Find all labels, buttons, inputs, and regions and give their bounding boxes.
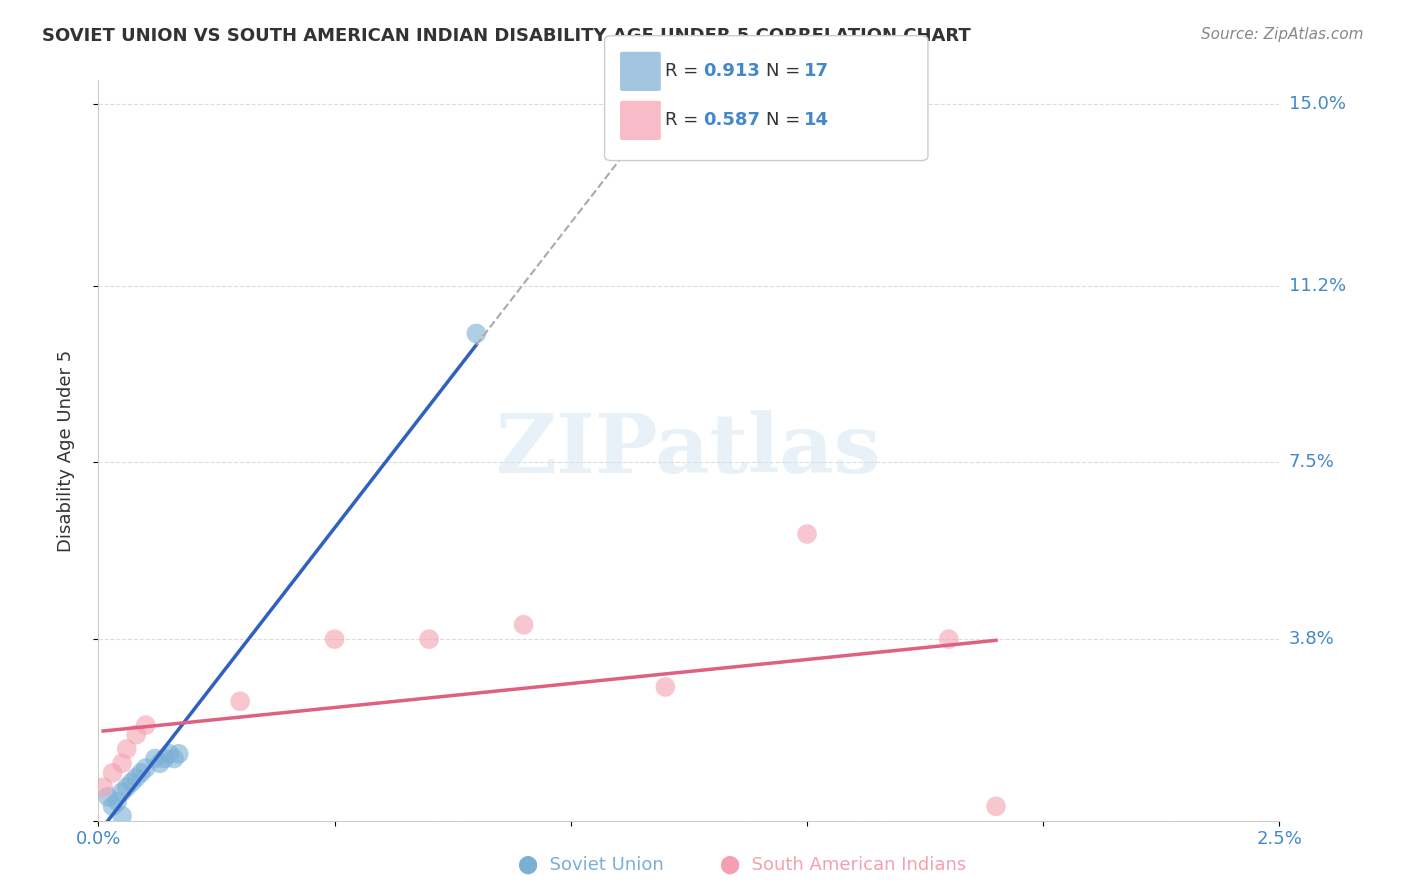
Text: 0.913: 0.913 — [703, 62, 759, 80]
Point — [121, 775, 143, 789]
Point — [111, 785, 134, 799]
Point — [167, 747, 190, 761]
Point — [418, 632, 440, 647]
Point — [125, 728, 148, 742]
Text: 14: 14 — [804, 112, 830, 129]
Text: R =: R = — [665, 62, 699, 80]
Text: ⬤  South American Indians: ⬤ South American Indians — [720, 856, 967, 874]
Point — [129, 765, 152, 780]
Point — [125, 771, 148, 785]
Point — [153, 751, 176, 765]
Text: 11.2%: 11.2% — [1289, 277, 1346, 294]
Point — [91, 780, 114, 795]
Point — [135, 718, 157, 732]
Point — [157, 747, 180, 761]
Text: ⬤  Soviet Union: ⬤ Soviet Union — [517, 856, 664, 874]
Point — [654, 680, 676, 694]
Text: Source: ZipAtlas.com: Source: ZipAtlas.com — [1201, 27, 1364, 42]
Text: N =: N = — [766, 62, 800, 80]
Text: 0.587: 0.587 — [703, 112, 761, 129]
Point — [984, 799, 1007, 814]
Point — [938, 632, 960, 647]
Point — [323, 632, 346, 647]
Point — [149, 756, 172, 771]
Point — [105, 795, 128, 809]
Text: 17: 17 — [804, 62, 830, 80]
Point — [229, 694, 252, 708]
Point — [512, 617, 534, 632]
Point — [465, 326, 488, 341]
Text: N =: N = — [766, 112, 800, 129]
Text: R =: R = — [665, 112, 699, 129]
Point — [101, 765, 124, 780]
Text: 3.8%: 3.8% — [1289, 630, 1334, 648]
Text: 7.5%: 7.5% — [1289, 453, 1334, 471]
Text: SOVIET UNION VS SOUTH AMERICAN INDIAN DISABILITY AGE UNDER 5 CORRELATION CHART: SOVIET UNION VS SOUTH AMERICAN INDIAN DI… — [42, 27, 972, 45]
Point — [143, 751, 166, 765]
Point — [97, 789, 120, 804]
Point — [111, 809, 134, 823]
Point — [115, 742, 138, 756]
Point — [115, 780, 138, 795]
Point — [796, 527, 818, 541]
Text: ZIPatlas: ZIPatlas — [496, 410, 882, 491]
Point — [111, 756, 134, 771]
Point — [101, 799, 124, 814]
Y-axis label: Disability Age Under 5: Disability Age Under 5 — [56, 350, 75, 551]
Point — [135, 761, 157, 775]
Point — [163, 751, 186, 765]
Text: 15.0%: 15.0% — [1289, 95, 1346, 113]
